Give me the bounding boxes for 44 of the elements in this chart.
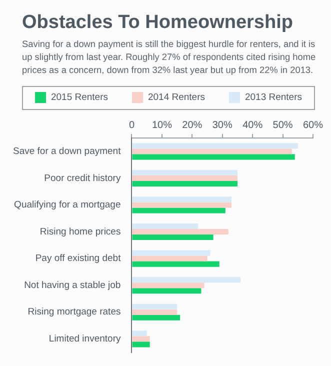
bar — [132, 234, 214, 240]
bar — [132, 250, 210, 256]
y-tick-label: Poor credit history — [44, 172, 121, 184]
y-tick-label: Rising home prices — [40, 226, 121, 238]
y-tick-label: Pay off existing debt — [35, 253, 122, 264]
bar — [132, 223, 198, 229]
bar — [132, 208, 226, 214]
bar — [132, 228, 228, 235]
bar — [132, 277, 240, 283]
y-tick-label: Qualifying for a mortgage — [14, 200, 121, 211]
chart-subtitle: Saving for a down payment is still the biggest hurdle for renters, and it is up slightly from last year. Roughly 27% of respondents cited rising home prices as a concern, down from 32% last year but up from 22% in 2013. — [22, 38, 317, 77]
bar — [132, 148, 292, 154]
y-tick-label: Save for a down payment — [12, 146, 122, 158]
bar — [132, 336, 150, 342]
x-tick-label: 30% — [212, 120, 232, 131]
chart-title: Obstacles To Homeownership — [22, 12, 293, 34]
x-tick-label: 40% — [242, 120, 263, 131]
x-tick-label: 0 — [128, 120, 135, 131]
bar — [132, 196, 232, 202]
legend-label: 2014 Renters — [146, 92, 206, 104]
y-tick-label: Not having a stable job — [24, 280, 121, 291]
x-tick-label: 50% — [272, 120, 293, 131]
bar — [132, 342, 150, 348]
x-tick-label: 60% — [302, 120, 324, 131]
legend-label: 2013 Renters — [244, 92, 302, 104]
bar — [132, 314, 180, 320]
bar — [132, 180, 238, 186]
bar — [132, 261, 220, 267]
y-tick-label: Rising mortgage rates — [28, 306, 121, 318]
y-tick-label: Limited inventory — [48, 334, 121, 345]
bar — [132, 282, 204, 288]
bar — [132, 309, 178, 315]
x-tick-label: 20% — [182, 120, 202, 131]
x-tick-label: 10% — [152, 120, 172, 131]
legend-label: 2015 Renters — [50, 92, 108, 104]
bar — [132, 202, 232, 208]
bar — [132, 330, 147, 336]
bar — [132, 143, 298, 149]
bar — [132, 288, 202, 294]
bar — [132, 175, 238, 181]
bar — [132, 170, 238, 176]
bar — [132, 256, 208, 262]
bar — [132, 154, 295, 160]
bar — [132, 304, 178, 310]
